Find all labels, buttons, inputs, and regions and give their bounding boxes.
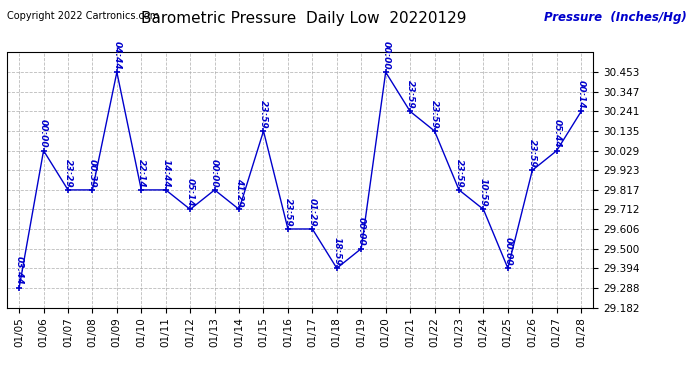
Text: 23:59: 23:59 (455, 159, 464, 187)
Text: 41:29: 41:29 (235, 178, 244, 207)
Text: 00:00: 00:00 (39, 119, 48, 148)
Text: 00:00: 00:00 (210, 159, 219, 187)
Text: 22:14: 22:14 (137, 159, 146, 187)
Text: 23:59: 23:59 (259, 100, 268, 128)
Text: 23:59: 23:59 (430, 100, 439, 128)
Text: 01:29: 01:29 (308, 198, 317, 226)
Text: 23:29: 23:29 (63, 159, 72, 187)
Text: 04:44: 04:44 (112, 41, 121, 69)
Text: 05:44: 05:44 (552, 119, 561, 148)
Text: 03:44: 03:44 (14, 256, 23, 285)
Text: 00:00: 00:00 (357, 217, 366, 246)
Text: 00:00: 00:00 (381, 41, 390, 69)
Text: 23:59: 23:59 (284, 198, 293, 226)
Text: 23:59: 23:59 (406, 80, 415, 109)
Text: 18:59: 18:59 (333, 237, 342, 266)
Text: 00:39: 00:39 (88, 159, 97, 187)
Text: 00:14: 00:14 (577, 80, 586, 109)
Text: Copyright 2022 Cartronics.com: Copyright 2022 Cartronics.com (7, 11, 159, 21)
Text: 23:59: 23:59 (528, 139, 537, 168)
Text: 14:44: 14:44 (161, 159, 170, 187)
Text: Pressure  (Inches/Hg): Pressure (Inches/Hg) (544, 11, 687, 24)
Text: 05:14: 05:14 (186, 178, 195, 207)
Text: 00:00: 00:00 (504, 237, 513, 266)
Text: 10:59: 10:59 (479, 178, 488, 207)
Text: Barometric Pressure  Daily Low  20220129: Barometric Pressure Daily Low 20220129 (141, 11, 466, 26)
